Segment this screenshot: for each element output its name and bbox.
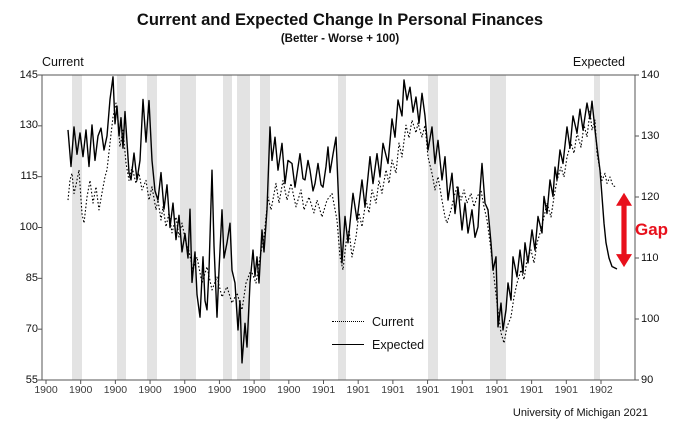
x-axis-tick-label: 1900 xyxy=(34,384,58,396)
right-axis-tick-label: 90 xyxy=(641,373,654,386)
source-credit: University of Michigan 2021 xyxy=(512,407,648,419)
shaded-band xyxy=(338,75,346,380)
shaded-band xyxy=(594,75,600,380)
x-axis-tick-label: 1901 xyxy=(450,384,474,396)
left-axis-tick-label: 55 xyxy=(25,373,38,386)
left-axis-header: Current xyxy=(42,55,84,69)
right-axis-tick-label: 120 xyxy=(641,190,660,203)
right-axis-header: Expected xyxy=(572,55,625,69)
shaded-band xyxy=(117,75,126,380)
x-axis-tick-label: 1900 xyxy=(69,384,93,396)
legend: Current Expected xyxy=(332,310,424,356)
right-axis-tick-label: 110 xyxy=(641,251,659,264)
x-axis-tick-label: 1902 xyxy=(589,384,613,396)
x-axis-tick-label: 1900 xyxy=(242,384,266,396)
x-axis-tick-label: 1900 xyxy=(207,384,232,396)
left-axis-tick-label: 85 xyxy=(25,271,38,284)
right-axis-tick-label: 130 xyxy=(641,129,660,142)
x-axis-tick-label: 1901 xyxy=(519,384,544,396)
gap-annotation-label: Gap xyxy=(635,220,669,239)
x-axis-tick-label: 1901 xyxy=(554,384,578,396)
right-axis-tick-label: 100 xyxy=(641,312,660,325)
chart-title: Current and Expected Change In Personal … xyxy=(136,11,544,29)
shaded-band xyxy=(72,75,82,380)
solid-line-sample xyxy=(332,344,364,345)
series-line-current xyxy=(67,102,617,344)
shaded-band xyxy=(180,75,196,380)
shaded-band xyxy=(223,75,232,380)
x-axis-tick-label: 1900 xyxy=(173,384,197,396)
x-axis-tick-label: 1901 xyxy=(381,384,405,396)
chart-subtitle: (Better - Worse + 100) xyxy=(280,33,400,45)
shaded-band xyxy=(260,75,270,380)
shaded-band xyxy=(490,75,506,380)
x-axis-tick-label: 1900 xyxy=(138,384,162,396)
dotted-line-sample xyxy=(332,321,364,322)
series-line-expected xyxy=(67,76,618,364)
x-axis-tick-label: 1901 xyxy=(346,384,370,396)
left-axis-tick-label: 100 xyxy=(19,221,38,233)
gap-arrow-icon xyxy=(616,192,632,268)
x-axis-tick-label: 1901 xyxy=(485,384,509,396)
x-axis-tick-label: 1900 xyxy=(103,384,128,396)
left-axis-tick-label: 145 xyxy=(19,68,38,81)
left-axis-tick-label: 115 xyxy=(20,170,38,183)
x-axis-tick-label: 1901 xyxy=(415,384,440,396)
legend-label-expected: Expected xyxy=(372,337,425,352)
left-axis-tick-label: 70 xyxy=(25,322,38,335)
legend-label-current: Current xyxy=(372,314,414,329)
x-axis-tick-label: 1900 xyxy=(277,384,301,396)
shaded-band xyxy=(428,75,438,380)
shaded-band xyxy=(147,75,157,380)
legend-item-expected: Expected xyxy=(332,333,424,356)
x-axis-tick-label: 1901 xyxy=(311,384,336,396)
left-axis-tick-label: 130 xyxy=(19,119,38,132)
legend-item-current: Current xyxy=(332,310,424,333)
right-axis-tick-label: 140 xyxy=(641,68,660,81)
